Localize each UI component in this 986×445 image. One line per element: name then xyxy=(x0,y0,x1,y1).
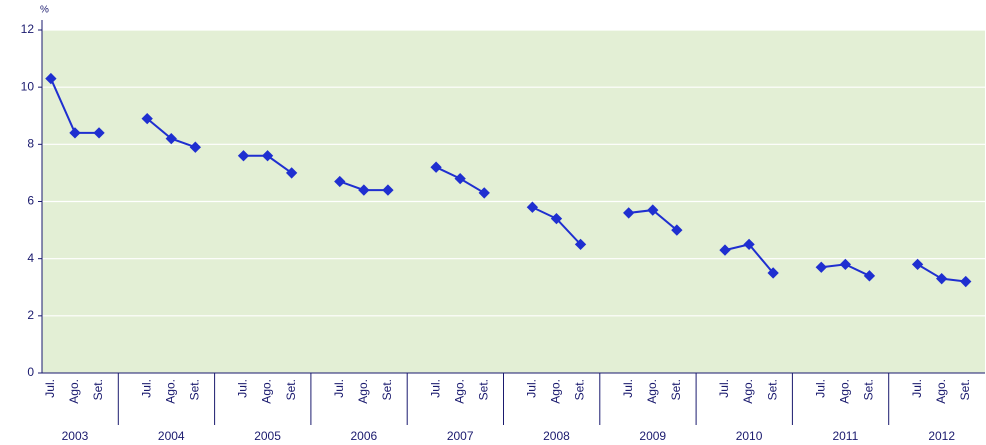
x-tick-label: Set. xyxy=(188,379,202,400)
marker xyxy=(285,167,298,179)
marker xyxy=(839,258,852,271)
marker xyxy=(574,238,587,251)
group-label: 2009 xyxy=(639,429,666,443)
y-tick-label: 4 xyxy=(27,251,34,265)
x-tick-label: Jul. xyxy=(139,379,153,398)
x-tick-label: Ago. xyxy=(452,379,466,404)
y-tick-label: 2 xyxy=(27,308,34,322)
marker xyxy=(526,201,539,213)
x-tick-label: Ago. xyxy=(741,379,755,404)
x-tick-label: Jul. xyxy=(525,379,539,398)
marker xyxy=(719,244,731,256)
x-tick-label: Set. xyxy=(862,379,876,400)
x-tick-label: Jul. xyxy=(813,379,827,398)
marker xyxy=(647,204,659,216)
marker xyxy=(550,212,563,225)
group-label: 2012 xyxy=(928,429,955,443)
x-tick-label: Ago. xyxy=(163,379,177,404)
marker xyxy=(623,207,635,219)
marker xyxy=(358,184,370,196)
group-label: 2004 xyxy=(158,429,185,443)
marker xyxy=(671,224,683,236)
marker xyxy=(815,261,827,273)
x-tick-label: Jul. xyxy=(910,379,924,398)
marker xyxy=(767,267,779,279)
marker xyxy=(430,161,442,173)
x-tick-label: Set. xyxy=(284,379,298,400)
x-tick-label: Ago. xyxy=(934,379,948,404)
y-tick-label: 10 xyxy=(21,79,35,93)
x-tick-label: Ago. xyxy=(67,379,81,404)
group-label: 2008 xyxy=(543,429,570,443)
y-tick-label: 0 xyxy=(27,365,34,379)
x-tick-label: Set. xyxy=(476,379,490,400)
x-tick-label: Jul. xyxy=(236,379,250,398)
marker xyxy=(743,238,755,251)
x-tick-label: Ago. xyxy=(645,379,659,404)
marker xyxy=(911,258,924,271)
x-tick-label: Set. xyxy=(669,379,683,400)
marker xyxy=(478,187,490,199)
group-label: 2003 xyxy=(62,429,89,443)
x-tick-label: Set. xyxy=(380,379,394,400)
y-tick-label: 6 xyxy=(27,194,34,208)
marker xyxy=(334,175,346,188)
x-tick-label: Jul. xyxy=(621,379,635,398)
marker xyxy=(382,184,394,196)
marker xyxy=(45,72,57,85)
x-tick-label: Jul. xyxy=(428,379,442,398)
marker xyxy=(936,273,948,285)
marker xyxy=(960,275,972,288)
y-tick-label: 12 xyxy=(21,22,35,36)
unit-label: % xyxy=(40,5,49,16)
marker xyxy=(189,141,201,153)
x-tick-label: Jul. xyxy=(717,379,731,398)
x-tick-label: Ago. xyxy=(549,379,563,404)
y-tick-label: 8 xyxy=(27,137,34,151)
marker xyxy=(863,270,876,282)
x-tick-label: Ago. xyxy=(260,379,274,404)
x-tick-label: Ago. xyxy=(356,379,370,404)
group-label: 2006 xyxy=(351,429,378,443)
x-tick-label: Set. xyxy=(958,379,972,400)
x-tick-label: Set. xyxy=(765,379,779,400)
group-label: 2005 xyxy=(254,429,281,443)
marker xyxy=(454,172,466,185)
x-tick-label: Jul. xyxy=(332,379,346,398)
group-label: 2010 xyxy=(736,429,763,443)
marker xyxy=(237,150,250,162)
x-tick-label: Set. xyxy=(573,379,587,400)
x-tick-label: Ago. xyxy=(838,379,852,404)
x-tick-label: Jul. xyxy=(43,379,57,398)
group-label: 2007 xyxy=(447,429,474,443)
group-label: 2011 xyxy=(832,429,858,443)
x-tick-label: Set. xyxy=(91,379,105,400)
marker xyxy=(165,132,177,145)
marker xyxy=(261,150,274,162)
